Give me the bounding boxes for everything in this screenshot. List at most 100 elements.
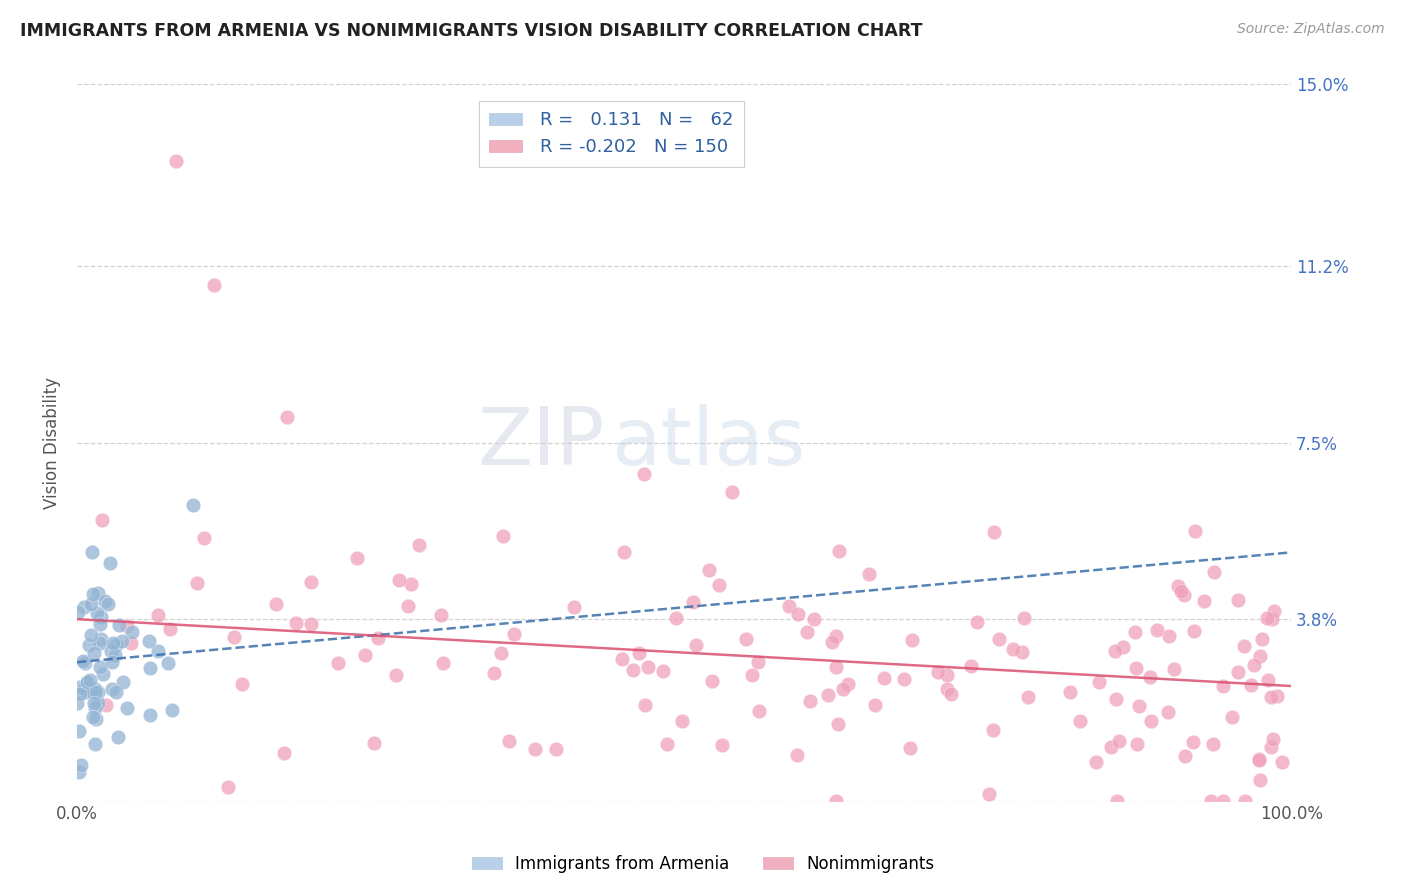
Point <box>865 698 887 712</box>
Point <box>634 698 657 713</box>
Point <box>408 538 430 552</box>
Point <box>328 656 350 670</box>
Point <box>613 545 636 559</box>
Point <box>1108 734 1130 748</box>
Point <box>83 696 105 710</box>
Point <box>623 663 645 677</box>
Point <box>80 545 103 559</box>
Point <box>1260 612 1282 626</box>
Point <box>825 794 848 808</box>
Point <box>1247 752 1270 766</box>
Point <box>76 685 98 699</box>
Point <box>1263 732 1285 747</box>
Point <box>1260 740 1282 755</box>
Point <box>84 684 107 698</box>
Point <box>655 737 678 751</box>
Point <box>981 723 1004 738</box>
Point <box>1014 611 1036 625</box>
Point <box>803 612 825 626</box>
Point <box>1139 670 1161 684</box>
Point <box>231 677 253 691</box>
Point <box>1088 675 1111 690</box>
Point <box>91 513 114 527</box>
Point <box>388 574 411 588</box>
Point <box>628 647 651 661</box>
Point <box>503 627 526 641</box>
Point <box>720 484 742 499</box>
Point <box>90 610 112 624</box>
Point <box>66 696 89 710</box>
Point <box>67 764 90 779</box>
Point <box>160 703 183 717</box>
Point <box>1240 677 1263 691</box>
Point <box>363 736 385 750</box>
Point <box>1125 737 1147 751</box>
Point <box>901 633 924 648</box>
Point <box>165 153 187 168</box>
Point <box>1140 714 1163 728</box>
Point <box>77 638 100 652</box>
Point <box>1212 794 1234 808</box>
Point <box>685 638 707 652</box>
Point <box>84 681 107 696</box>
Point <box>1174 749 1197 764</box>
Point <box>430 608 453 623</box>
Point <box>299 616 322 631</box>
Point <box>898 741 921 756</box>
Point <box>217 780 239 795</box>
Point <box>665 611 688 625</box>
Point <box>1243 657 1265 672</box>
Point <box>1212 679 1234 693</box>
Point <box>86 606 108 620</box>
Point <box>399 577 422 591</box>
Point <box>1104 644 1126 658</box>
Point <box>193 531 215 545</box>
Point <box>120 635 142 649</box>
Point <box>1159 629 1181 643</box>
Point <box>817 688 839 702</box>
Point <box>138 633 160 648</box>
Point <box>832 681 855 696</box>
Point <box>1105 794 1128 808</box>
Y-axis label: Vision Disability: Vision Disability <box>44 376 60 508</box>
Point <box>94 593 117 607</box>
Point <box>346 551 368 566</box>
Legend: R =   0.131   N =   62, R = -0.202   N = 150: R = 0.131 N = 62, R = -0.202 N = 150 <box>478 101 744 168</box>
Point <box>89 659 111 673</box>
Point <box>936 668 959 682</box>
Point <box>1184 524 1206 538</box>
Point <box>837 676 859 690</box>
Point <box>80 597 103 611</box>
Point <box>498 734 520 748</box>
Point <box>1251 632 1274 646</box>
Point <box>108 618 131 632</box>
Point <box>858 567 880 582</box>
Point <box>1163 662 1185 676</box>
Point <box>76 676 98 690</box>
Point <box>105 638 128 652</box>
Point <box>1181 734 1204 748</box>
Point <box>80 684 103 698</box>
Point <box>89 636 111 650</box>
Point <box>824 660 846 674</box>
Point <box>100 681 122 696</box>
Point <box>299 574 322 589</box>
Point <box>89 616 111 631</box>
Point <box>104 684 127 698</box>
Point <box>612 651 634 665</box>
Point <box>83 737 105 751</box>
Point <box>385 667 408 681</box>
Point <box>939 687 962 701</box>
Point <box>432 656 454 670</box>
Point <box>91 666 114 681</box>
Point <box>276 409 298 424</box>
Point <box>1173 588 1195 602</box>
Point <box>1249 753 1271 767</box>
Point <box>1017 690 1039 705</box>
Point <box>652 664 675 678</box>
Point <box>82 587 104 601</box>
Point <box>353 648 375 663</box>
Point <box>97 597 120 611</box>
Point <box>121 624 143 639</box>
Point <box>1204 565 1226 579</box>
